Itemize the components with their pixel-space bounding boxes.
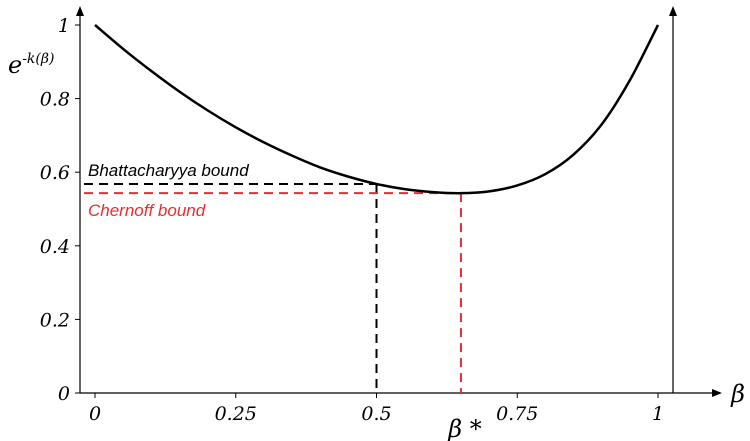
tick-labels: 0 0.25 0.5 0.75 1 0 0.2 0.4 0.6 0.8 1 β *: [40, 15, 664, 441]
beta-star-label: β *: [447, 415, 482, 441]
y-tick-label: 0.8: [40, 89, 70, 111]
chernoff-bound-label: Chernoff bound: [88, 201, 206, 220]
y-tick-label: 0: [58, 383, 70, 405]
x-tick-label: 0.5: [361, 403, 391, 425]
x-tick-label: 0: [89, 403, 101, 425]
y-tick-label: 0.6: [40, 162, 70, 184]
axes: [75, 6, 722, 398]
y-tick-label: 0.4: [40, 236, 70, 258]
bhattacharyya-bound-label: Bhattacharyya bound: [88, 161, 249, 180]
series-layer: [94, 24, 660, 195]
curve-line: [94, 24, 660, 195]
y-tick-label: 1: [58, 15, 70, 37]
x-tick-label: 0.25: [215, 403, 257, 425]
x-tick-label: 1: [652, 403, 664, 425]
right-axis-arrow: [669, 6, 677, 16]
bound-guides: Bhattacharyya bound Chernoff bound: [84, 161, 462, 393]
x-axis-title: β: [730, 380, 745, 408]
y-axis-title-exponent: -k(β): [22, 51, 54, 67]
x-axis-arrow: [712, 389, 722, 397]
y-tick-label: 0.2: [40, 309, 70, 331]
y-axis-title: e-k(β): [8, 51, 54, 79]
y-axis-arrow: [76, 6, 84, 16]
x-tick-label: 0.75: [496, 403, 538, 425]
